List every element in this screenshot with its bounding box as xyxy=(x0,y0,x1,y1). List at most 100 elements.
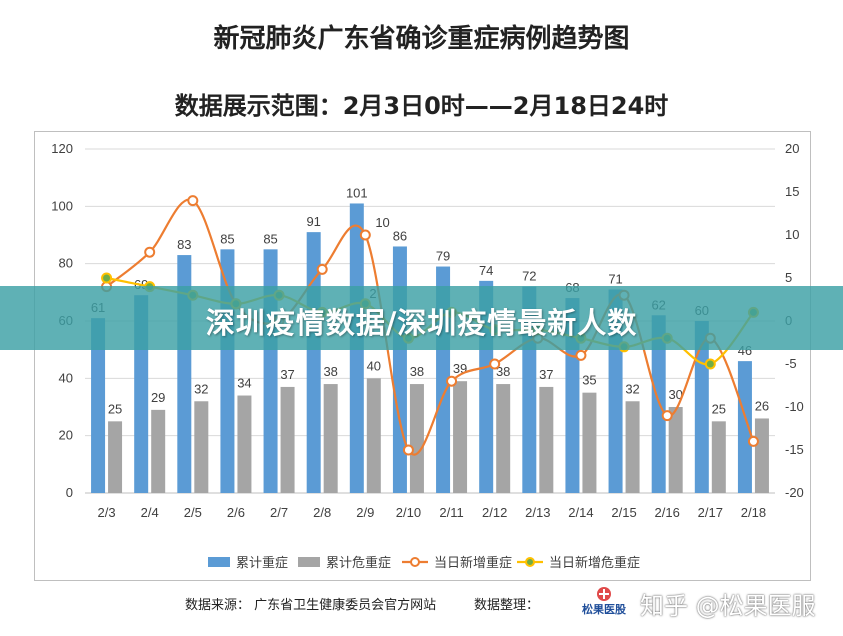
data-label-cumulative-critical: 38 xyxy=(496,364,510,379)
data-label-cumulative-critical: 34 xyxy=(237,376,251,391)
y-right-tick-label: 20 xyxy=(785,141,799,156)
point-daily-new-severe xyxy=(187,195,199,207)
point-daily-new-severe xyxy=(747,435,759,447)
legend-label: 累计重症 xyxy=(236,555,288,570)
data-label-cumulative-severe: 91 xyxy=(306,214,320,229)
data-label-cumulative-severe: 71 xyxy=(608,271,622,286)
bar-cumulative-severe xyxy=(737,361,752,493)
data-label-cumulative-severe: 85 xyxy=(263,231,277,246)
x-tick-label: 2/10 xyxy=(396,505,421,520)
bar-cumulative-critical xyxy=(323,384,338,493)
x-tick-label: 2/8 xyxy=(313,505,331,520)
point-daily-new-critical xyxy=(704,358,716,370)
banner-text: 深圳疫情数据/深圳疫情最新人数 xyxy=(205,306,638,340)
x-tick-label: 2/15 xyxy=(611,505,636,520)
point-daily-new-severe xyxy=(661,410,673,422)
legend-label: 当日新增重症 xyxy=(434,555,512,570)
data-label-cumulative-severe: 101 xyxy=(346,185,368,200)
data-label-cumulative-severe: 83 xyxy=(177,237,191,252)
x-tick-label: 2/5 xyxy=(184,505,202,520)
legend-marker xyxy=(525,557,535,567)
x-tick-label: 2/16 xyxy=(655,505,680,520)
point-daily-new-severe xyxy=(402,444,414,456)
legend-marker xyxy=(410,557,420,567)
bar-cumulative-critical xyxy=(711,421,726,493)
x-tick-label: 2/18 xyxy=(741,505,766,520)
point-daily-new-severe xyxy=(316,263,328,275)
logo-text: 松果医股 xyxy=(582,602,627,616)
bar-cumulative-critical xyxy=(151,409,166,493)
x-tick-label: 2/4 xyxy=(141,505,159,520)
data-label-cumulative-critical: 29 xyxy=(151,390,165,405)
x-tick-label: 2/17 xyxy=(698,505,723,520)
point-daily-new-severe xyxy=(144,246,156,258)
y-left-tick-label: 80 xyxy=(59,256,73,271)
x-tick-label: 2/14 xyxy=(568,505,593,520)
y-right-tick-label: -15 xyxy=(785,442,804,457)
y-left-tick-label: 100 xyxy=(51,198,73,213)
data-label-cumulative-critical: 26 xyxy=(755,398,769,413)
data-label-cumulative-critical: 37 xyxy=(280,367,294,382)
data-label-daily-new-severe: 10 xyxy=(375,215,389,230)
x-tick-label: 2/3 xyxy=(98,505,116,520)
bar-cumulative-critical xyxy=(409,384,424,493)
bar-cumulative-severe xyxy=(392,246,407,493)
point-daily-new-severe xyxy=(359,229,371,241)
data-label-cumulative-critical: 38 xyxy=(323,364,337,379)
chart-frame: 020406080100120-20-15-10-5051015202/32/4… xyxy=(34,131,811,581)
x-tick-label: 2/7 xyxy=(270,505,288,520)
legend-label: 累计危重症 xyxy=(326,555,391,570)
data-organizer-label: 数据整理： xyxy=(474,598,540,613)
data-label-cumulative-severe: 74 xyxy=(479,263,493,278)
bar-cumulative-critical xyxy=(496,384,511,493)
point-daily-new-critical xyxy=(101,272,113,284)
x-tick-label: 2/9 xyxy=(356,505,374,520)
bar-cumulative-critical xyxy=(453,381,468,493)
data-label-cumulative-critical: 37 xyxy=(539,367,553,382)
y-right-tick-label: 10 xyxy=(785,227,799,242)
data-label-cumulative-critical: 40 xyxy=(367,358,381,373)
legend-label: 当日新增危重症 xyxy=(549,555,640,570)
point-daily-new-severe xyxy=(575,349,587,361)
data-label-cumulative-severe: 79 xyxy=(436,249,450,264)
y-left-tick-label: 20 xyxy=(59,428,73,443)
x-tick-label: 2/12 xyxy=(482,505,507,520)
bar-cumulative-critical xyxy=(668,407,683,493)
data-label-cumulative-severe: 72 xyxy=(522,269,536,284)
chart: 020406080100120-20-15-10-5051015202/32/4… xyxy=(51,141,804,570)
bar-cumulative-critical xyxy=(539,386,554,493)
y-right-tick-label: -10 xyxy=(785,399,804,414)
x-tick-label: 2/6 xyxy=(227,505,245,520)
point-daily-new-severe xyxy=(446,375,458,387)
y-right-tick-label: 15 xyxy=(785,184,799,199)
watermark: 知乎 @松果医服 xyxy=(640,592,816,620)
data-source-note: 数据来源： 广东省卫生健康委员会官方网站 xyxy=(185,598,437,613)
x-tick-label: 2/11 xyxy=(439,505,463,520)
point-daily-new-severe xyxy=(489,358,501,370)
bar-cumulative-critical xyxy=(237,395,252,493)
banner-overlay xyxy=(0,286,843,350)
data-label-cumulative-critical: 25 xyxy=(712,401,726,416)
data-label-cumulative-critical: 30 xyxy=(668,387,682,402)
chart-title: 新冠肺炎广东省确诊重症病例趋势图 xyxy=(213,24,630,54)
bar-cumulative-critical xyxy=(194,401,209,493)
bar-cumulative-critical xyxy=(366,378,381,493)
data-label-cumulative-critical: 32 xyxy=(194,381,208,396)
legend-swatch xyxy=(298,557,320,567)
data-label-cumulative-severe: 86 xyxy=(393,228,407,243)
line-daily-new-severe xyxy=(105,198,755,456)
bar-cumulative-critical xyxy=(582,392,597,493)
data-label-cumulative-severe: 85 xyxy=(220,231,234,246)
y-left-tick-label: 120 xyxy=(51,141,73,156)
logo-icon: 松果医股 xyxy=(582,587,627,616)
bar-cumulative-critical xyxy=(280,386,295,493)
y-left-tick-label: 40 xyxy=(59,370,73,385)
data-label-cumulative-critical: 25 xyxy=(108,401,122,416)
legend-swatch xyxy=(208,557,230,567)
y-left-tick-label: 0 xyxy=(66,485,73,500)
bar-cumulative-severe xyxy=(91,318,106,493)
data-label-cumulative-critical: 32 xyxy=(625,381,639,396)
chart-subtitle: 数据展示范围：2月3日0时——2月18日24时 xyxy=(174,92,669,120)
data-label-cumulative-critical: 38 xyxy=(410,364,424,379)
data-label-cumulative-critical: 35 xyxy=(582,373,596,388)
